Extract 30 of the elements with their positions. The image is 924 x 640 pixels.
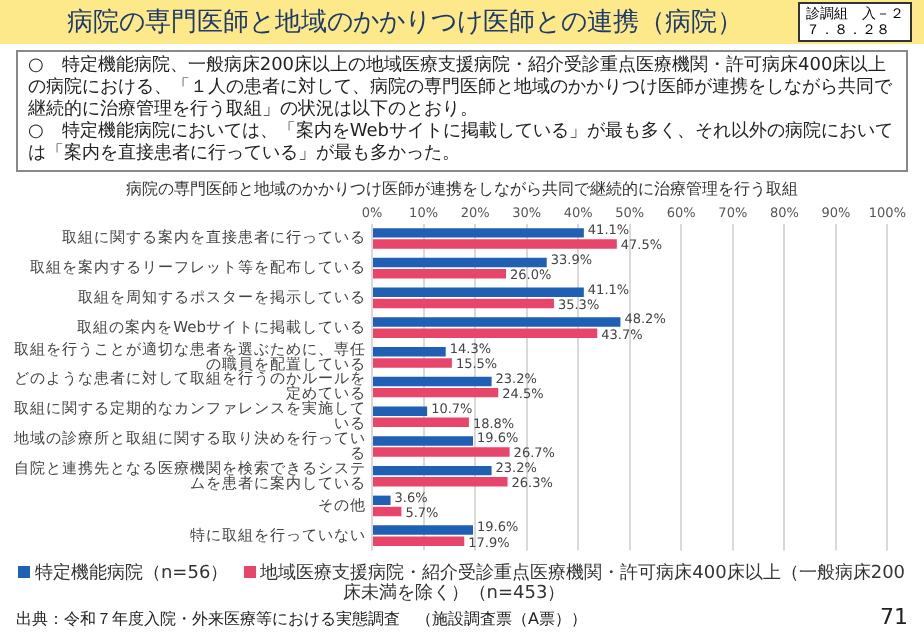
bar xyxy=(373,417,469,428)
bar xyxy=(373,406,428,416)
bar xyxy=(373,257,547,268)
bar xyxy=(373,347,446,357)
chart-subtitle: 病院の専門医師と地域のかかりつけ医師が連携をしながら共同で継続的に治療管理を行う取組 xyxy=(124,178,800,200)
bar xyxy=(373,269,507,279)
bar xyxy=(373,317,621,327)
bar xyxy=(373,536,465,546)
bar xyxy=(373,436,474,446)
bar xyxy=(373,328,598,338)
bar xyxy=(373,387,499,398)
text: ○ 特定機能病院においては、「案内をWebサイトに掲載している」が最も多く、それ以外の病院においては「案内を直接患者に行っている」が最も多かった。 xyxy=(28,122,895,166)
bar xyxy=(373,358,452,368)
text: ○ 特定機能病院、一般病床200床以上の地域医療支援病院・紹介受診重点医療機関・許可病床400床以上の病院における、「１人の患者に対して、病院の専門医師と地域のかかりつけ医師が連携をしながら共同で継続的に治療管理を行う取組」の状況は以下のとおり。 xyxy=(28,56,894,120)
bar xyxy=(373,228,584,238)
bar xyxy=(373,477,508,487)
bar xyxy=(373,239,617,249)
chart-title: 病院の専門医師と地域のかかりつけ医師との連携（病院） xyxy=(65,6,745,40)
legend-label: 特定機能病院（n=56） xyxy=(34,564,229,584)
bar xyxy=(373,447,510,457)
bar xyxy=(373,376,492,387)
text: 71 xyxy=(880,604,908,630)
legend-label: 地域医療支援病院・紹介受診重点医療機関・許可病床400床以上（一般病床200床未満を除く）（n=453） xyxy=(260,564,906,604)
bar xyxy=(373,525,474,535)
bar xyxy=(373,506,402,517)
bar xyxy=(373,298,554,309)
bar xyxy=(373,287,584,298)
bar xyxy=(373,495,391,506)
bar xyxy=(373,465,492,476)
source-note: 出典：令和７年度入院・外来医療等における実態調査 （施設調査票（A票）） xyxy=(16,608,587,630)
